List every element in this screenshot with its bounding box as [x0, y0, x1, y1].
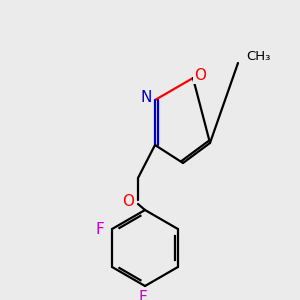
Text: F: F [139, 290, 147, 300]
Text: F: F [96, 221, 104, 236]
Text: N: N [140, 91, 152, 106]
Text: O: O [194, 68, 206, 83]
Text: O: O [122, 194, 134, 209]
Text: CH₃: CH₃ [246, 50, 270, 64]
